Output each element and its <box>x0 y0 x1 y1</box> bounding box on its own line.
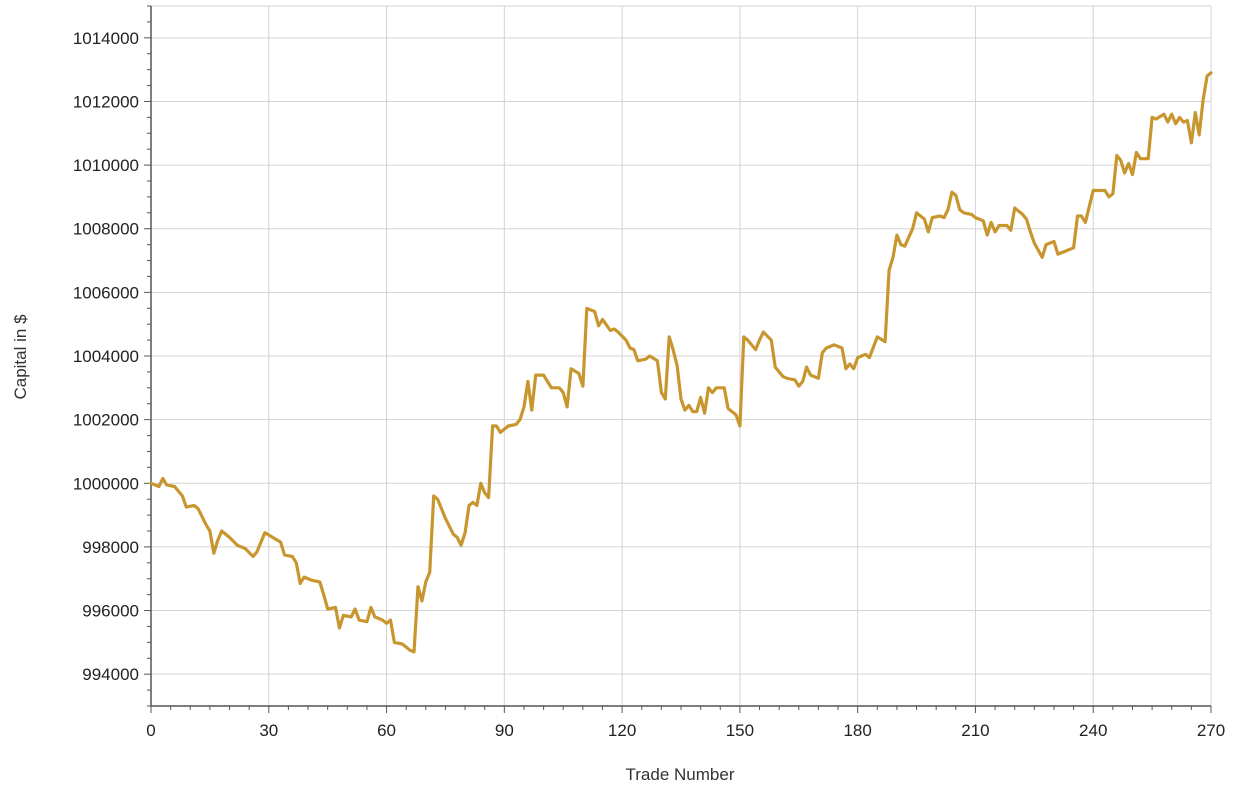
x-tick-label: 150 <box>726 721 754 740</box>
x-tick-label: 90 <box>495 721 514 740</box>
x-tick-label: 180 <box>843 721 871 740</box>
y-axis-title: Capital in $ <box>11 314 30 400</box>
y-tick-label: 1010000 <box>73 156 139 175</box>
x-tick-label: 0 <box>146 721 155 740</box>
x-axis-title: Trade Number <box>626 765 735 784</box>
y-axis-ticks: 994000 996000 998000 1000000 1002000 1004000 1… <box>73 5 151 707</box>
y-tick-label: 1006000 <box>73 283 139 302</box>
y-tick-label: 1002000 <box>73 411 139 430</box>
y-tick-label: 994000 <box>82 665 139 684</box>
x-tick-label: 240 <box>1079 721 1107 740</box>
x-tick-label: 60 <box>377 721 396 740</box>
y-tick-label: 1012000 <box>73 92 139 111</box>
y-tick-label: 1000000 <box>73 474 139 493</box>
x-tick-label: 210 <box>961 721 989 740</box>
capital-series-line <box>149 71 1213 654</box>
x-tick-label: 30 <box>259 721 278 740</box>
y-tick-label: 998000 <box>82 538 139 557</box>
series-layer <box>149 71 1213 654</box>
y-tick-label: 1008000 <box>73 220 139 239</box>
x-tick-label: 270 <box>1197 721 1225 740</box>
x-tick-label: 120 <box>608 721 636 740</box>
y-tick-label: 1004000 <box>73 347 139 366</box>
y-tick-label: 1014000 <box>73 29 139 48</box>
y-tick-label: 996000 <box>82 602 139 621</box>
x-axis-ticks: 0 30 60 90 120 150 180 210 240 270 <box>146 706 1225 740</box>
